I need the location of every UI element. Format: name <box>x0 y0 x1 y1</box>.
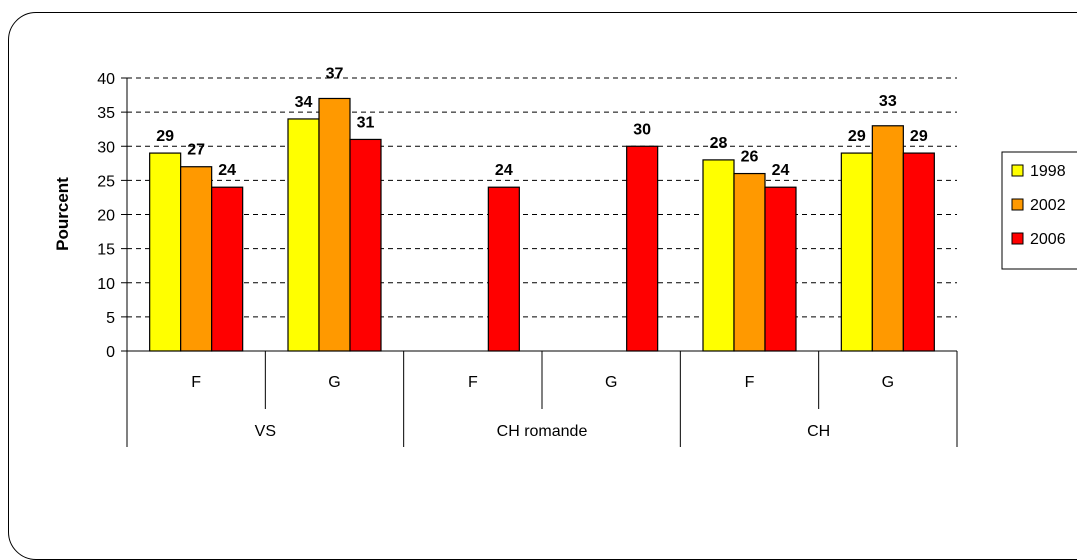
bar <box>702 159 735 352</box>
data-label: 30 <box>633 121 651 138</box>
category-label: F <box>745 374 755 391</box>
y-axis-label: Pourcent <box>53 177 72 251</box>
data-label: 24 <box>772 162 790 179</box>
y-tick-label: 0 <box>106 344 115 361</box>
category-label: F <box>191 374 201 391</box>
group-label: CH romande <box>497 423 588 440</box>
category-label: F <box>468 374 478 391</box>
bar <box>149 152 182 352</box>
y-tick-label: 20 <box>97 208 115 225</box>
legend-swatch <box>1011 164 1024 177</box>
bar <box>871 125 904 352</box>
bar <box>487 186 520 352</box>
legend-label: 2006 <box>1030 231 1066 248</box>
data-label: 28 <box>710 135 728 152</box>
bar <box>180 166 213 352</box>
data-label: 27 <box>187 142 205 159</box>
data-label: 24 <box>495 162 513 179</box>
legend: 1998 2002 2006 <box>1001 151 1077 270</box>
bar <box>902 152 935 352</box>
data-label: 29 <box>910 128 928 145</box>
bar <box>840 152 873 352</box>
bar <box>318 97 351 352</box>
category-axis: F G F G F G VS CH romande CH <box>126 351 958 447</box>
bar <box>349 138 382 352</box>
category-label: G <box>328 374 340 391</box>
data-label: 29 <box>156 128 174 145</box>
bar <box>211 186 244 352</box>
y-tick-label: 25 <box>97 173 115 190</box>
y-tick-label: 10 <box>97 276 115 293</box>
group-label: CH <box>807 423 830 440</box>
data-label: 34 <box>295 94 313 111</box>
legend-swatch <box>1011 232 1024 245</box>
y-tick-label: 40 <box>97 71 115 88</box>
data-label: 24 <box>218 162 236 179</box>
data-label: 33 <box>879 93 897 110</box>
y-tick-label: 15 <box>97 242 115 259</box>
bar <box>764 186 797 352</box>
bar <box>626 145 659 352</box>
legend-swatch <box>1011 198 1024 211</box>
group-label: VS <box>255 423 276 440</box>
bar <box>733 172 766 352</box>
category-label: G <box>882 374 894 391</box>
y-tick-label: 30 <box>97 139 115 156</box>
y-tick-label: 35 <box>97 105 115 122</box>
data-labels: 29 27 24 34 37 31 24 30 28 26 24 29 33 29 <box>156 65 928 179</box>
category-label: G <box>605 374 617 391</box>
bars <box>149 97 935 352</box>
data-label: 31 <box>357 114 375 131</box>
legend-label: 2002 <box>1030 197 1066 214</box>
data-label: 29 <box>848 128 866 145</box>
legend-label: 1998 <box>1030 163 1066 180</box>
y-tick-label: 5 <box>106 310 115 327</box>
data-label: 26 <box>741 149 759 166</box>
data-label: 37 <box>326 65 344 82</box>
gridlines <box>127 77 957 318</box>
bar <box>287 118 320 352</box>
